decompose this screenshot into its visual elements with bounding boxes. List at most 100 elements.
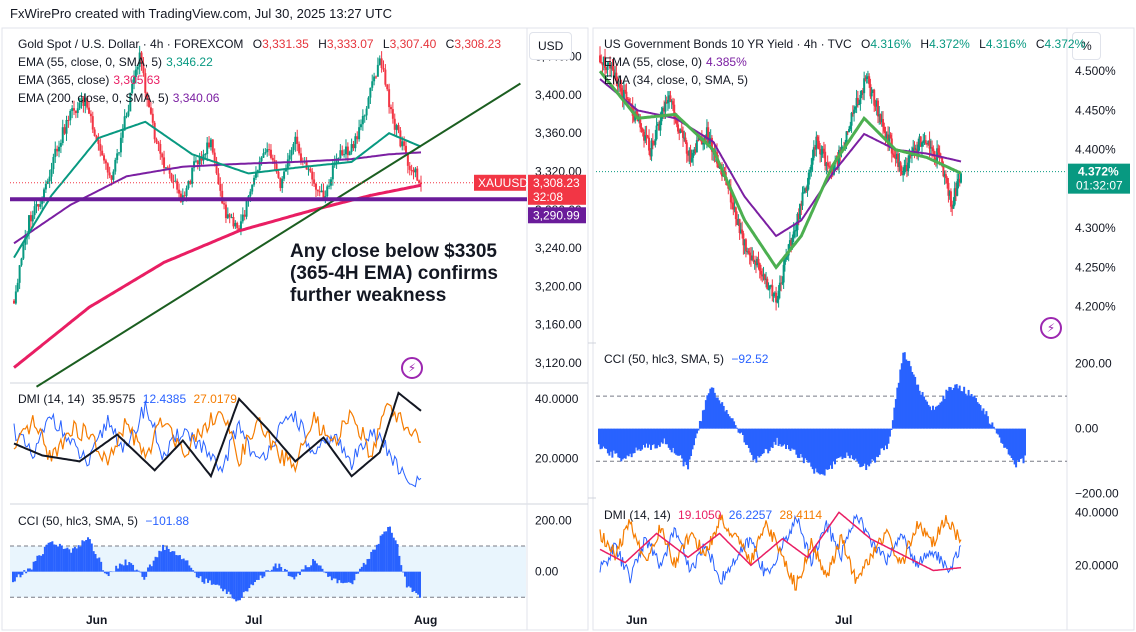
right-unit-button[interactable]: % — [1072, 32, 1101, 60]
header-credit: FxWirePro created with TradingView.com, … — [10, 6, 392, 21]
gold-candle — [142, 63, 145, 74]
lcci-bar — [212, 571, 215, 585]
lcci-bar — [295, 571, 298, 577]
left-l-value: 3,307.40 — [389, 37, 437, 51]
bond-candle — [798, 203, 801, 220]
gold-candle — [346, 146, 349, 156]
lcci-bar — [304, 565, 307, 572]
left-dmi-legend: DMI (14, 14) 35.9575 12.4385 27.0179 — [18, 392, 237, 406]
gold-candle — [106, 163, 109, 173]
rcci-bar — [620, 428, 623, 462]
rcci-bar — [869, 428, 872, 464]
rcci-bar — [639, 428, 642, 451]
bond-candle — [859, 94, 862, 105]
lcci-bar — [208, 571, 211, 581]
lcci-bar — [79, 546, 82, 572]
lcci-bar — [357, 571, 360, 574]
gold-candle — [358, 127, 361, 140]
lcci-bar — [383, 531, 386, 572]
bond-candle — [744, 239, 747, 252]
lcci-bar — [40, 555, 43, 572]
right-ema55-row[interactable]: EMA (55, close, 0) 4.385% — [604, 53, 1085, 71]
bond-candle — [820, 153, 823, 155]
rcci-bar — [617, 428, 620, 458]
bond-candle — [780, 282, 783, 284]
bond-cci-tick-1: 0.00 — [1075, 422, 1099, 436]
lcci-bar — [400, 565, 403, 572]
right-ema34-row[interactable]: EMA (34, close, 0, SMA, 5) — [604, 71, 1085, 89]
gold-candle — [170, 173, 173, 181]
lcci-bar — [128, 561, 131, 572]
bond-candle — [822, 148, 825, 152]
rcci-bar — [609, 428, 612, 452]
rcci-bar — [793, 428, 796, 450]
lcci-bar — [343, 571, 346, 583]
lcci-bar — [268, 571, 271, 572]
bond-candle — [938, 152, 941, 157]
lcci-bar — [246, 571, 249, 592]
bond-candle — [948, 191, 951, 196]
rcci-bar — [773, 428, 776, 442]
gold-candle — [367, 97, 370, 109]
gold-candle — [157, 142, 160, 145]
gold-candle — [288, 155, 291, 160]
bond-candle — [960, 173, 962, 183]
lcci-bar — [287, 571, 290, 577]
lcci-bar — [373, 549, 376, 572]
left-ema365-row[interactable]: EMA (365, close) 3,305.63 — [18, 71, 501, 89]
rcci-bar — [900, 363, 903, 429]
gold-countdown: 32:08 — [533, 190, 563, 204]
gold-candle — [311, 171, 314, 180]
bond-candle — [853, 109, 856, 114]
gold-candle — [386, 84, 389, 90]
rcci-bar — [991, 422, 994, 429]
rcci-bar — [641, 428, 644, 450]
rcci-bar — [776, 428, 779, 438]
gold-candle — [187, 181, 190, 189]
left-unit-button[interactable]: USD — [529, 32, 573, 60]
rcci-bar — [624, 428, 627, 459]
gold-candle — [73, 108, 76, 111]
bond-candle — [611, 65, 614, 70]
lcci-bar — [398, 555, 401, 572]
gold-candle — [194, 160, 197, 162]
rcci-bar — [1003, 428, 1006, 448]
left-dmi-minus-value: 27.0179 — [193, 392, 237, 406]
gold-candle — [249, 191, 252, 197]
gold-candle — [281, 178, 284, 189]
rcci-bar — [872, 428, 875, 461]
lcci-bar — [21, 571, 24, 575]
bond-candle — [856, 97, 859, 105]
left-frame — [1, 27, 589, 631]
lcci-bar — [347, 571, 350, 583]
rcci-bar — [632, 428, 635, 454]
gold-candle — [251, 184, 254, 192]
rcci-bar — [790, 428, 793, 449]
gold-candle — [373, 76, 376, 82]
left-flash-icon[interactable]: ⚡ — [401, 357, 423, 379]
right-c-label: C — [1035, 37, 1045, 51]
bond-candle — [683, 137, 686, 139]
left-ema55-row[interactable]: EMA (55, close, 0, SMA, 5) 3,346.22 — [18, 53, 501, 71]
left-ema200-row[interactable]: EMA (200, close, 0, SMA, 5) 3,340.06 — [18, 89, 501, 107]
lcci-bar — [120, 564, 123, 572]
lcci-bar — [263, 571, 266, 577]
bond-candle — [915, 148, 918, 152]
gold-candle — [67, 119, 70, 121]
right-flash-icon[interactable]: ⚡ — [1040, 317, 1062, 339]
rcci-bar — [951, 390, 954, 429]
lcci-bar — [223, 571, 226, 590]
lcci-bar — [98, 557, 101, 572]
lcci-bar — [30, 569, 33, 572]
lcci-bar — [340, 571, 343, 583]
bond-candle — [687, 153, 690, 156]
bond-candle — [736, 219, 739, 225]
lcci-bar — [330, 571, 333, 581]
lcci-bar — [165, 546, 168, 572]
rcci-bar — [915, 384, 918, 429]
rcci-bar — [874, 428, 877, 463]
bond-candle — [684, 137, 687, 143]
gold-price-tick-2: 3,360.00 — [535, 126, 582, 140]
lcci-bar — [207, 571, 210, 583]
gold-candle — [215, 161, 218, 174]
